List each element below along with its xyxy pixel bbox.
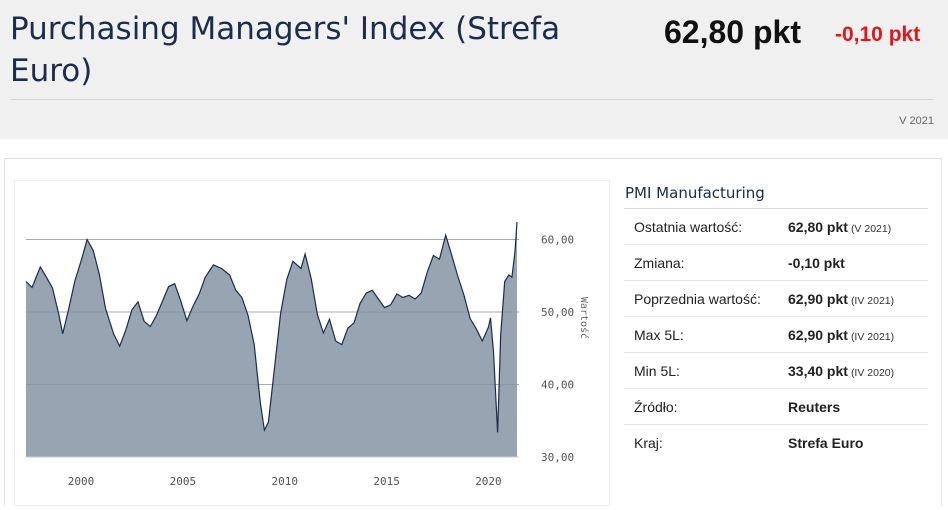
header: Purchasing Managers' Index (Strefa Euro)… bbox=[0, 0, 948, 139]
pmi-area bbox=[26, 222, 517, 457]
chart-container: 30,00 40,00 50,00 60,00 2000 2005 2010 2015 2020… bbox=[14, 180, 610, 506]
info-row: Zmiana: -0,10 pkt bbox=[624, 245, 928, 281]
y-tick-label: 30,00 bbox=[541, 451, 574, 464]
info-value: Strefa Euro bbox=[788, 435, 863, 451]
y-tick-label: 50,00 bbox=[541, 306, 574, 319]
y-axis-label: Wartość bbox=[578, 297, 590, 339]
info-row: Ostatnia wartość: 62,80 pkt (V 2021) bbox=[624, 209, 928, 245]
pmi-line bbox=[25, 222, 518, 433]
x-tick-label: 2010 bbox=[271, 475, 298, 488]
info-table: Ostatnia wartość: 62,80 pkt (V 2021) Zmiana… bbox=[624, 209, 928, 460]
info-value-text: Strefa Euro bbox=[788, 434, 864, 451]
info-row: Poprzednia wartość: 62,90 pkt (IV 2021) bbox=[624, 281, 928, 317]
period-label: V 2021 bbox=[899, 115, 934, 127]
info-value: -0,10 pkt bbox=[788, 255, 845, 271]
header-divider bbox=[10, 99, 934, 100]
info-period: (IV 2020) bbox=[850, 366, 895, 379]
info-period: (V 2021) bbox=[850, 222, 892, 235]
info-label: Źródło: bbox=[634, 398, 678, 415]
info-row: Kraj: Strefa Euro bbox=[624, 425, 928, 460]
info-value: 62,90 pkt (IV 2021) bbox=[788, 327, 894, 343]
info-label: Kraj: bbox=[634, 434, 663, 451]
y-tick-label: 60,00 bbox=[541, 234, 574, 247]
x-tick-label: 2005 bbox=[170, 475, 197, 488]
info-value: 62,90 pkt (IV 2021) bbox=[788, 291, 894, 307]
info-label: Min 5L: bbox=[634, 362, 680, 379]
info-label: Zmiana: bbox=[634, 254, 685, 271]
info-label: Max 5L: bbox=[634, 326, 684, 343]
info-value-text: 62,90 pkt bbox=[788, 326, 848, 343]
x-tick-label: 2020 bbox=[475, 475, 502, 488]
current-price: 62,80 pkt bbox=[664, 14, 801, 50]
info-value-text: -0,10 pkt bbox=[788, 254, 845, 271]
price-change: -0,10 pkt bbox=[835, 23, 921, 46]
info-label: Ostatnia wartość: bbox=[634, 218, 743, 235]
panel-title: PMI Manufacturing bbox=[624, 178, 928, 209]
info-value: 62,80 pkt (V 2021) bbox=[788, 219, 891, 235]
page-title: Purchasing Managers' Index (Strefa Euro) bbox=[10, 11, 561, 89]
y-tick-label: 40,00 bbox=[541, 379, 574, 392]
info-row: Źródło: Reuters bbox=[624, 389, 928, 425]
info-panel: PMI Manufacturing Ostatnia wartość: 62,80… bbox=[624, 178, 928, 460]
info-value-text: Reuters bbox=[788, 398, 841, 415]
x-tick-label: 2000 bbox=[68, 475, 95, 488]
info-row: Min 5L: 33,40 pkt (IV 2020) bbox=[624, 353, 928, 389]
x-tick-label: 2015 bbox=[373, 475, 400, 488]
info-value-text: 62,80 pkt bbox=[788, 218, 848, 235]
pmi-chart[interactable]: 30,00 40,00 50,00 60,00 2000 2005 2010 2015 2020… bbox=[14, 180, 610, 506]
info-label: Poprzednia wartość: bbox=[634, 290, 761, 307]
info-value: 33,40 pkt (IV 2020) bbox=[788, 363, 894, 379]
info-period: (IV 2021) bbox=[850, 330, 895, 343]
info-value-text: 62,90 pkt bbox=[788, 290, 848, 307]
info-period: (IV 2021) bbox=[850, 294, 895, 307]
info-value: Reuters bbox=[788, 399, 840, 415]
info-value-text: 33,40 pkt bbox=[788, 362, 848, 379]
info-row: Max 5L: 62,90 pkt (IV 2021) bbox=[624, 317, 928, 353]
